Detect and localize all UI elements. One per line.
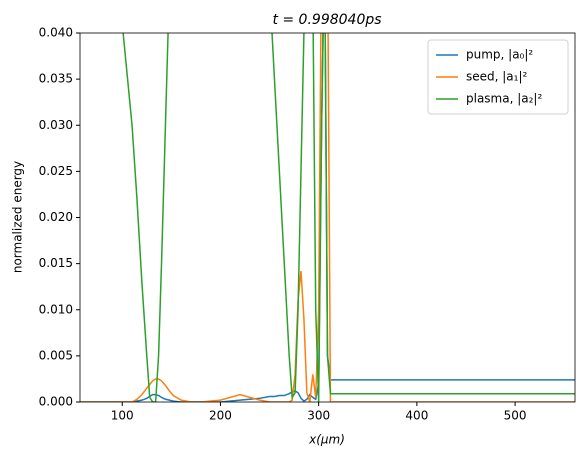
y-tick-label: 0.000 bbox=[39, 395, 73, 409]
series-line bbox=[80, 33, 575, 402]
legend-label: plasma, |a₂|² bbox=[466, 92, 542, 106]
plot-area bbox=[80, 33, 575, 402]
y-tick-label: 0.035 bbox=[39, 72, 73, 86]
y-tick-label: 0.030 bbox=[39, 118, 73, 132]
x-tick-label: 100 bbox=[111, 409, 134, 423]
y-tick-label: 0.005 bbox=[39, 348, 73, 362]
y-tick-label: 0.015 bbox=[39, 256, 73, 270]
y-tick-label: 0.040 bbox=[39, 26, 73, 40]
y-tick-label: 0.025 bbox=[39, 164, 73, 178]
series-line bbox=[122, 33, 575, 402]
x-tick-label: 200 bbox=[209, 409, 232, 423]
x-axis-label: x(μm) bbox=[308, 433, 345, 447]
chart-title: t = 0.998040ps bbox=[272, 12, 381, 28]
y-tick-label: 0.010 bbox=[39, 302, 73, 316]
legend-label: pump, |a₀|² bbox=[466, 48, 533, 62]
x-tick-label: 400 bbox=[405, 409, 428, 423]
legend-label: seed, |a₁|² bbox=[466, 70, 528, 84]
y-tick-label: 0.020 bbox=[39, 210, 73, 224]
x-tick-label: 300 bbox=[307, 409, 330, 423]
legend-box bbox=[427, 39, 569, 115]
plot-frame bbox=[79, 32, 576, 403]
y-axis-label: normalized energy bbox=[11, 161, 25, 273]
x-tick-label: 500 bbox=[504, 409, 527, 423]
